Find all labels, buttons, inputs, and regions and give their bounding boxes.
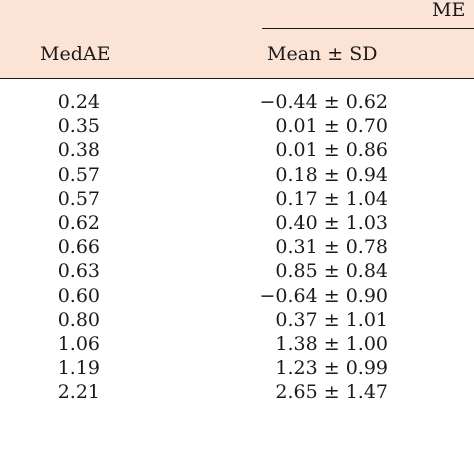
mean-sd-cell: 0.85 ± 0.84 (275, 260, 388, 283)
medae-cell: 0.63 (57, 260, 100, 283)
table-row: 0.80 0.37 ± 1.01 (0, 308, 474, 332)
header-bottom-rule (0, 78, 474, 79)
medae-cell: 0.66 (57, 236, 100, 259)
table-row: 0.60 −0.64 ± 0.90 (0, 284, 474, 308)
table-row: 0.38 0.01 ± 0.86 (0, 138, 474, 162)
table-row: 0.66 0.31 ± 0.78 (0, 235, 474, 259)
me-group-header: ME (432, 0, 466, 21)
medae-cell: 0.38 (57, 139, 100, 162)
medae-cell: 0.62 (57, 211, 100, 234)
medae-cell: 0.57 (57, 187, 100, 210)
medae-cell: 0.24 (57, 91, 100, 113)
mean-sd-cell: 0.31 ± 0.78 (275, 236, 388, 259)
medae-cell: 0.35 (57, 115, 100, 138)
mean-sd-cell: 0.17 ± 1.04 (275, 187, 388, 210)
medae-cell: 1.19 (57, 357, 100, 380)
table-row: 0.57 0.18 ± 0.94 (0, 163, 474, 187)
table-row: 1.19 1.23 ± 0.99 (0, 356, 474, 380)
medae-column-header: MedAE (40, 43, 111, 65)
mean-sd-cell: −0.64 ± 0.90 (259, 284, 388, 307)
table-body: 0.24 −0.44 ± 0.62 0.35 0.01 ± 0.70 0.38 0.01 … (0, 90, 474, 404)
mean-sd-cell: 2.65 ± 1.47 (275, 381, 388, 404)
mean-sd-cell: 0.18 ± 0.94 (275, 163, 388, 186)
mean-sd-cell: 0.01 ± 0.86 (275, 139, 388, 162)
medae-cell: 0.80 (57, 308, 100, 331)
table-row: 0.63 0.85 ± 0.84 (0, 259, 474, 283)
table-row: 0.24 −0.44 ± 0.62 (0, 90, 474, 114)
mean-sd-cell: 1.38 ± 1.00 (275, 332, 388, 355)
medae-cell: 0.57 (57, 163, 100, 186)
mean-sd-cell: 0.40 ± 1.03 (275, 211, 388, 234)
mean-sd-column-header: Mean ± SD (267, 43, 378, 65)
mean-sd-cell: 1.23 ± 0.99 (275, 357, 388, 380)
mean-sd-cell: −0.44 ± 0.62 (259, 91, 388, 113)
table-row: 0.35 0.01 ± 0.70 (0, 114, 474, 138)
medae-cell: 2.21 (57, 381, 100, 404)
mean-sd-cell: 0.37 ± 1.01 (275, 308, 388, 331)
table-header-band (0, 0, 474, 78)
medae-cell: 1.06 (57, 332, 100, 355)
group-header-rule (262, 28, 474, 29)
table-row: 0.57 0.17 ± 1.04 (0, 187, 474, 211)
table-row: 0.62 0.40 ± 1.03 (0, 211, 474, 235)
table-row: 1.06 1.38 ± 1.00 (0, 332, 474, 356)
mean-sd-cell: 0.01 ± 0.70 (275, 115, 388, 138)
medae-cell: 0.60 (57, 284, 100, 307)
table-row: 2.21 2.65 ± 1.47 (0, 380, 474, 404)
